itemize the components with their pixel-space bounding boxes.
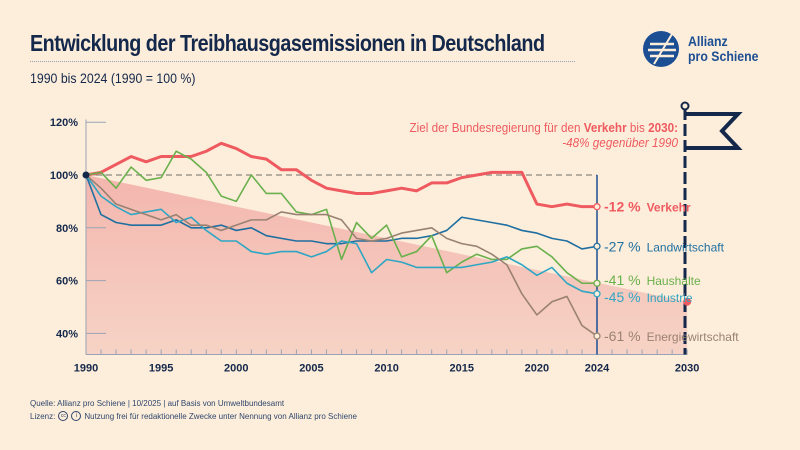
license-text: Nutzung frei für redaktionelle Zwecke un… <box>84 411 357 421</box>
y-tick-label: 120% <box>50 117 78 129</box>
logo-line2: pro Schiene <box>688 48 759 64</box>
series-name: Industrie <box>647 291 693 305</box>
end-label-haushalte: -41 % Haushalte <box>604 272 701 288</box>
series-name: Haushalte <box>647 274 701 288</box>
series-line-energiewirtschaft <box>85 174 598 337</box>
end-value: -41 % <box>604 272 641 288</box>
x-tick-label: 1995 <box>149 363 173 375</box>
end-label-verkehr: -12 % Verkehr <box>604 199 691 215</box>
series-name: Energiewirtschaft <box>647 330 740 344</box>
source-note: Quelle: Allianz pro Schiene | 10/2025 | … <box>30 399 285 408</box>
series-line-verkehr <box>85 141 597 209</box>
series-line-landwirtschaft <box>85 174 598 250</box>
target-area <box>86 175 688 355</box>
target-annotation: Ziel der Bundesregierung für den Verkehr… <box>410 120 678 135</box>
y-tick-label: 60% <box>56 276 78 288</box>
y-tick-label: 80% <box>56 223 78 235</box>
end-value: -12 % <box>604 199 641 215</box>
target-text-part: Ziel der Bundesregierung für den <box>410 120 584 135</box>
chart-title: Entwicklung der Treibhausgasemissionen i… <box>30 30 545 56</box>
end-marker-energiewirtschaft <box>593 332 601 340</box>
x-tick-label: 2010 <box>374 363 398 375</box>
series-line-industrie <box>85 174 598 295</box>
target-text-part: 2030: <box>648 120 678 135</box>
end-label-energiewirtschaft: -61 % Energiewirtschaft <box>604 328 739 344</box>
flag-icon <box>685 112 743 150</box>
end-value: -61 % <box>604 328 641 344</box>
x-tick-label: 2015 <box>449 363 473 375</box>
x-tick-label: 2020 <box>525 363 549 375</box>
cc-icon: cc <box>58 411 69 421</box>
x-tick-label: 2005 <box>299 363 323 375</box>
y-tick-label: 40% <box>56 328 78 340</box>
x-tick-label: 2024 <box>585 363 610 375</box>
x-tick-label: 2000 <box>224 363 248 375</box>
x-tick-label: 2030 <box>675 363 699 375</box>
end-marker-haushalte <box>593 279 601 287</box>
logo-line1: Allianz <box>688 33 728 49</box>
end-marker-industrie <box>593 290 601 298</box>
series-name: Verkehr <box>647 201 691 215</box>
target-text-part: Verkehr <box>584 120 627 135</box>
chart-subtitle: 1990 bis 2024 (1990 = 100 %) <box>30 70 196 86</box>
end-marker-landwirtschaft <box>593 242 601 250</box>
x-tick-label: 1990 <box>74 363 98 375</box>
flag-pole-top <box>680 101 690 111</box>
origin-marker <box>82 171 90 179</box>
end-value: -27 % <box>604 238 641 254</box>
end-label-landwirtschaft: -27 % Landwirtschaft <box>604 238 725 254</box>
logo: Allianz pro Schiene <box>642 30 768 68</box>
y-tick-label: 100% <box>50 170 78 182</box>
title-divider <box>30 61 575 62</box>
target-text-part: bis <box>627 120 648 135</box>
series-line-haushalte <box>85 150 597 285</box>
attribution-icon: i <box>71 411 82 421</box>
end-label-industrie: -45 % Industrie <box>604 289 693 305</box>
target-marker <box>683 297 692 306</box>
license-label: Lizenz: <box>30 411 56 421</box>
logo-icon <box>643 31 679 67</box>
end-marker-verkehr <box>593 203 601 211</box>
end-value: -45 % <box>604 289 641 305</box>
target-annotation-line2: -48% gegenüber 1990 <box>562 135 678 150</box>
series-name: Landwirtschaft <box>647 240 725 254</box>
